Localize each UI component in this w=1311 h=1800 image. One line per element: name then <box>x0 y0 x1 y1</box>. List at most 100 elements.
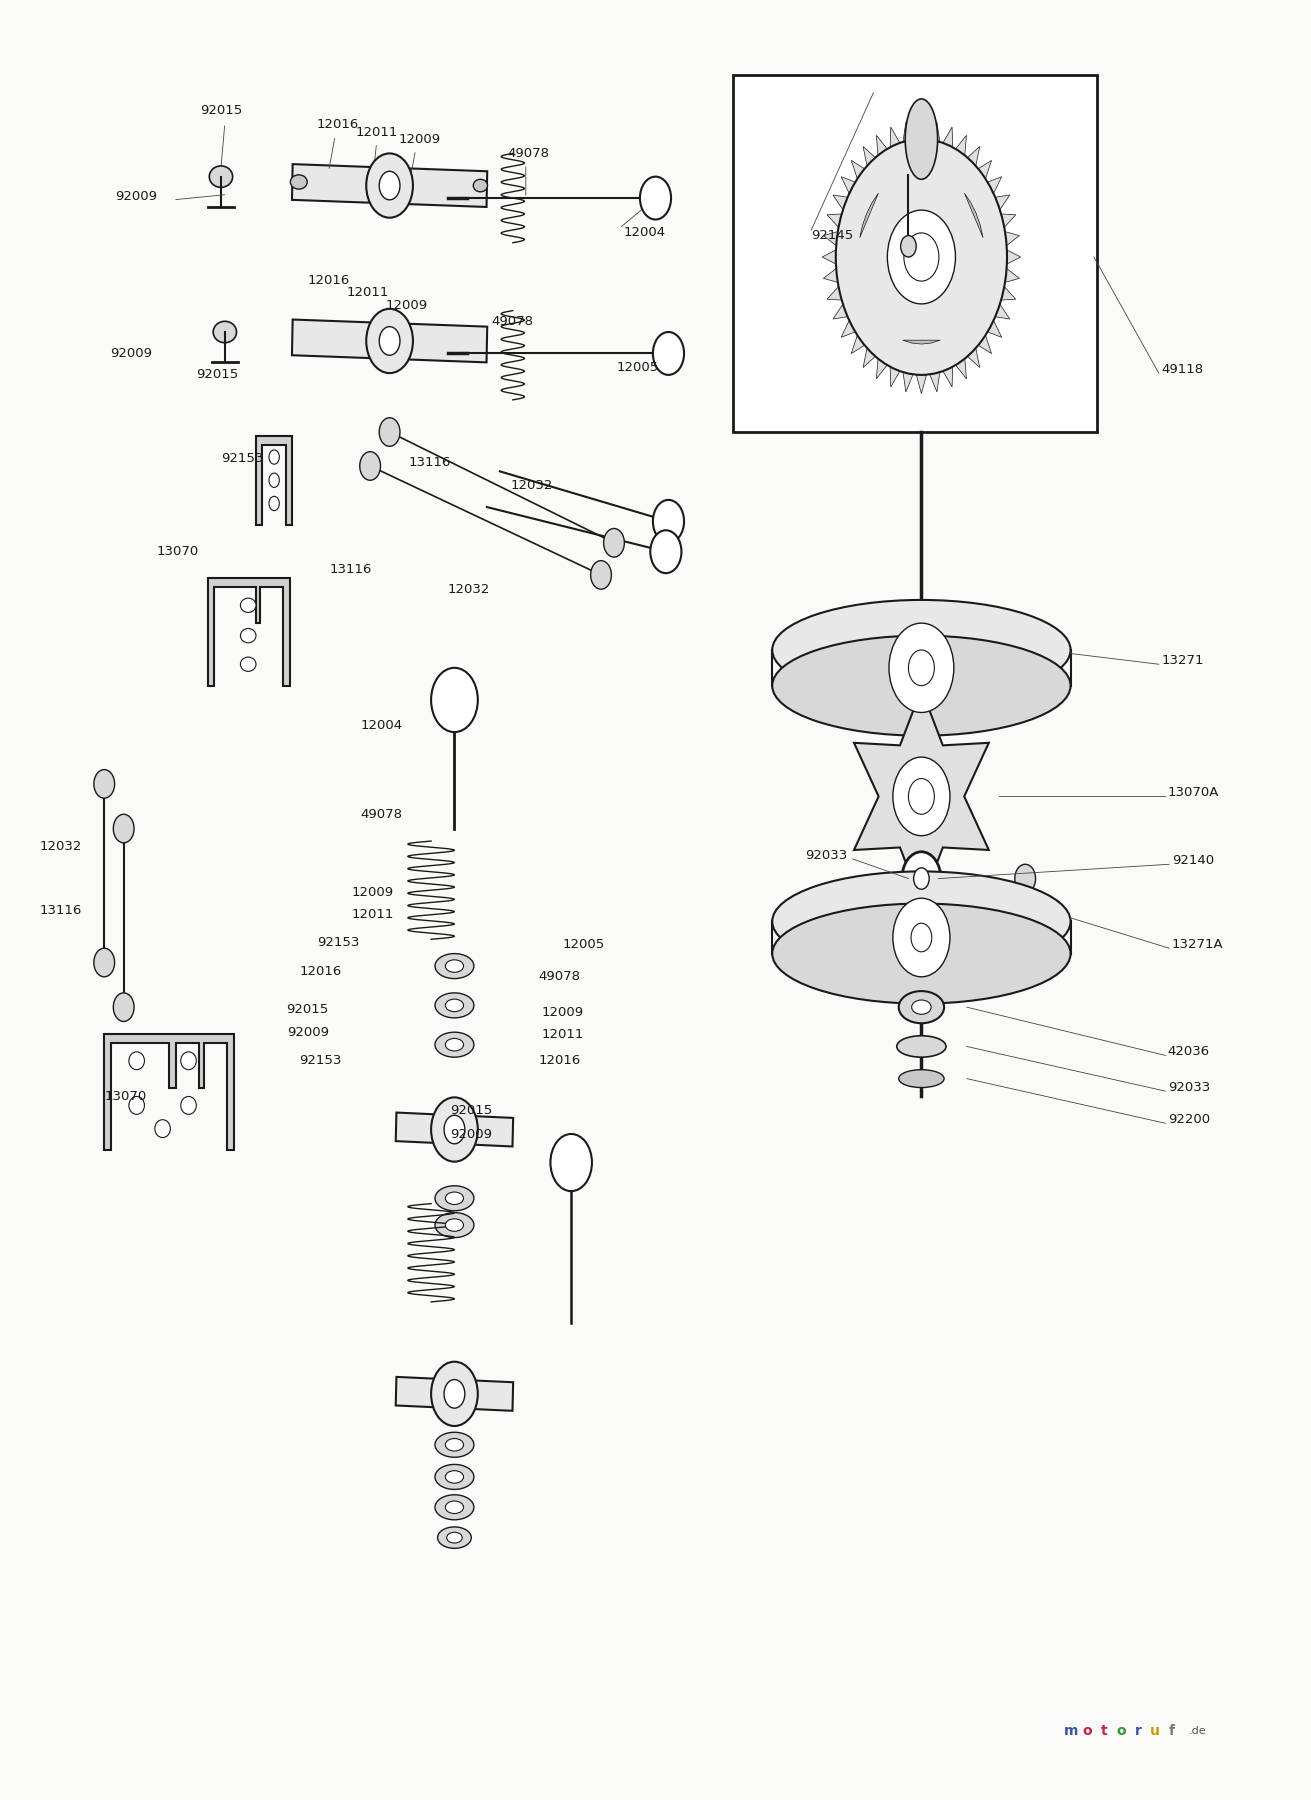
Text: 12009: 12009 <box>541 1006 583 1019</box>
Polygon shape <box>968 146 979 166</box>
Text: 13116: 13116 <box>39 904 83 918</box>
Text: 12016: 12016 <box>299 965 342 977</box>
Text: 12032: 12032 <box>448 583 490 596</box>
Polygon shape <box>1002 214 1016 227</box>
Ellipse shape <box>240 598 256 612</box>
Text: 12009: 12009 <box>351 886 393 900</box>
Bar <box>733 76 1096 432</box>
Circle shape <box>889 623 954 713</box>
Ellipse shape <box>435 1433 473 1458</box>
Polygon shape <box>943 367 953 387</box>
Ellipse shape <box>240 628 256 643</box>
Polygon shape <box>916 121 927 139</box>
Text: 13271: 13271 <box>1162 653 1203 668</box>
Circle shape <box>269 473 279 488</box>
Polygon shape <box>851 160 865 178</box>
Text: 92015: 92015 <box>286 1003 329 1015</box>
Polygon shape <box>903 373 912 392</box>
Text: 49078: 49078 <box>361 808 402 821</box>
Polygon shape <box>822 250 836 265</box>
Circle shape <box>366 310 413 373</box>
Text: 12016: 12016 <box>316 119 359 131</box>
Ellipse shape <box>446 1039 464 1051</box>
Circle shape <box>640 176 671 220</box>
Ellipse shape <box>772 871 1071 972</box>
Text: 12004: 12004 <box>623 225 665 239</box>
Polygon shape <box>956 135 966 155</box>
Text: 12004: 12004 <box>361 718 402 731</box>
Circle shape <box>94 949 114 977</box>
Circle shape <box>650 531 682 572</box>
Polygon shape <box>823 268 838 283</box>
Text: 92033: 92033 <box>805 850 847 862</box>
Polygon shape <box>943 128 953 148</box>
Polygon shape <box>876 135 888 155</box>
Text: 92015: 92015 <box>195 369 239 382</box>
Polygon shape <box>827 214 842 227</box>
Polygon shape <box>995 304 1009 319</box>
Polygon shape <box>827 286 842 301</box>
Ellipse shape <box>905 99 937 180</box>
Text: o: o <box>1083 1724 1092 1737</box>
Ellipse shape <box>899 992 944 1022</box>
Text: 49078: 49078 <box>492 315 534 328</box>
Text: m: m <box>1063 1724 1078 1737</box>
Text: 92140: 92140 <box>1172 855 1214 868</box>
Text: 13070: 13070 <box>157 545 199 558</box>
Text: 12011: 12011 <box>346 286 389 299</box>
Text: 92153: 92153 <box>299 1055 342 1067</box>
Ellipse shape <box>128 1051 144 1069</box>
Circle shape <box>359 452 380 481</box>
Text: 12011: 12011 <box>541 1028 583 1040</box>
Ellipse shape <box>446 1438 464 1451</box>
Ellipse shape <box>435 1494 473 1519</box>
Circle shape <box>113 994 134 1021</box>
Polygon shape <box>903 340 940 344</box>
Polygon shape <box>956 358 966 378</box>
Circle shape <box>909 650 935 686</box>
Ellipse shape <box>155 1120 170 1138</box>
Polygon shape <box>396 1112 513 1147</box>
Polygon shape <box>863 347 876 367</box>
Ellipse shape <box>446 1471 464 1483</box>
Text: r: r <box>1134 1724 1142 1737</box>
Polygon shape <box>853 689 988 904</box>
Text: 92009: 92009 <box>115 189 157 203</box>
Ellipse shape <box>772 599 1071 700</box>
Polygon shape <box>851 335 865 353</box>
Circle shape <box>113 814 134 842</box>
Text: f: f <box>1168 1724 1175 1737</box>
Polygon shape <box>823 232 838 245</box>
Polygon shape <box>929 122 940 142</box>
Polygon shape <box>890 367 899 387</box>
Polygon shape <box>256 436 292 526</box>
Ellipse shape <box>128 1096 144 1114</box>
Ellipse shape <box>181 1051 197 1069</box>
Text: 49118: 49118 <box>1162 364 1203 376</box>
Ellipse shape <box>446 959 464 972</box>
Text: 12016: 12016 <box>308 274 350 286</box>
Text: 12009: 12009 <box>385 299 427 311</box>
Circle shape <box>911 923 932 952</box>
Ellipse shape <box>290 175 307 189</box>
Polygon shape <box>916 374 927 394</box>
Ellipse shape <box>446 1501 464 1514</box>
Polygon shape <box>903 122 912 142</box>
Circle shape <box>914 868 929 889</box>
Circle shape <box>444 1116 465 1143</box>
Polygon shape <box>929 373 940 392</box>
Text: 49078: 49078 <box>539 970 581 983</box>
Ellipse shape <box>447 1532 463 1543</box>
Polygon shape <box>832 194 848 211</box>
Text: 12005: 12005 <box>562 938 604 950</box>
Polygon shape <box>832 304 848 319</box>
Ellipse shape <box>210 166 232 187</box>
Polygon shape <box>995 194 1009 211</box>
Circle shape <box>653 500 684 544</box>
Text: 13116: 13116 <box>329 563 372 576</box>
Polygon shape <box>978 160 991 178</box>
Circle shape <box>444 1379 465 1408</box>
Ellipse shape <box>435 1031 473 1057</box>
Ellipse shape <box>435 1186 473 1211</box>
Polygon shape <box>1006 232 1020 245</box>
